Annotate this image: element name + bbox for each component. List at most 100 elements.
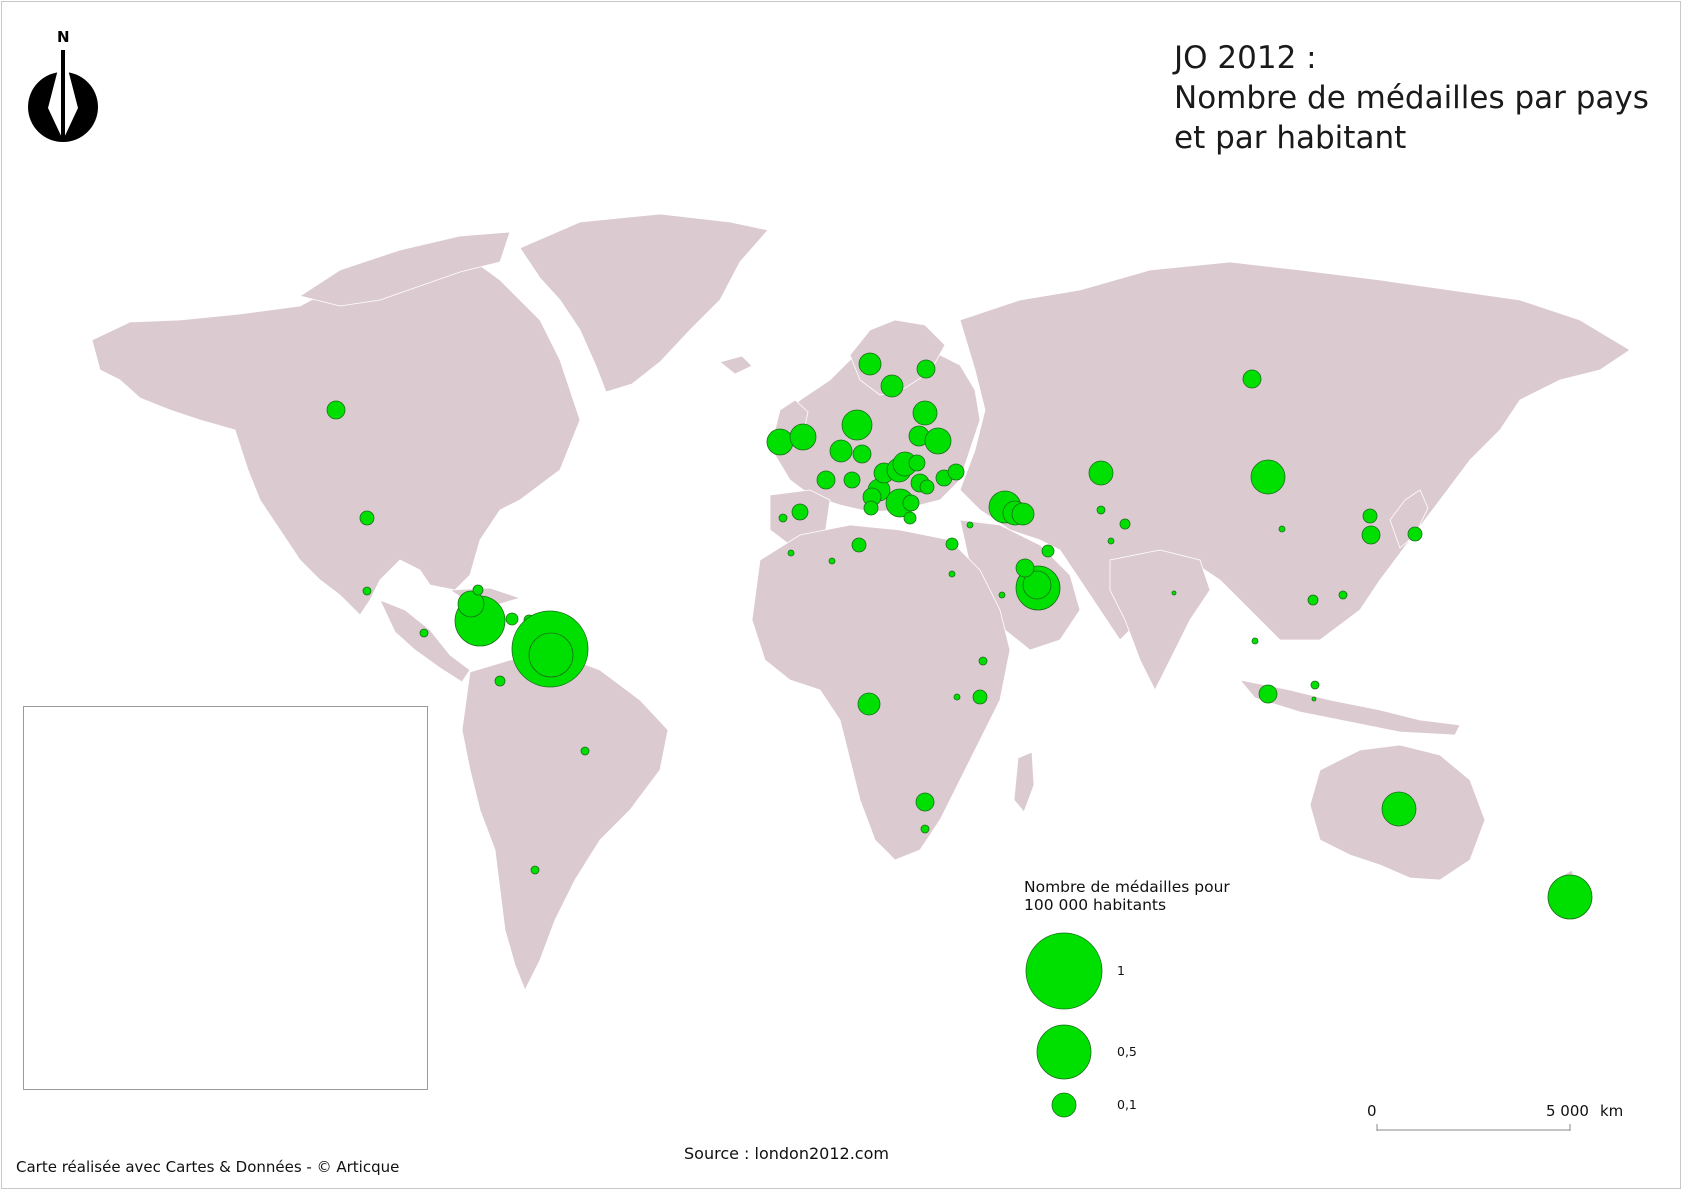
medal-bubble bbox=[924, 427, 952, 455]
medal-bubble bbox=[857, 692, 881, 716]
scale-unit-label: km bbox=[1600, 1102, 1624, 1120]
medal-bubble bbox=[1250, 459, 1286, 495]
medal-bubble bbox=[766, 428, 794, 456]
legend-bubbles bbox=[1025, 932, 1103, 1118]
medal-bubble bbox=[1088, 460, 1114, 486]
medal-bubble bbox=[852, 444, 872, 464]
medal-bubble bbox=[1381, 791, 1417, 827]
credit-note: Carte réalisée avec Cartes & Données - ©… bbox=[16, 1158, 400, 1176]
medal-bubble bbox=[1242, 369, 1262, 389]
legend-label-0-5: 0,5 bbox=[1117, 1044, 1137, 1059]
medal-bubble bbox=[972, 689, 988, 705]
medal-bubble bbox=[816, 470, 836, 490]
medal-bubble bbox=[829, 439, 853, 463]
medal-bubble bbox=[362, 586, 372, 596]
medal-bubble bbox=[789, 423, 817, 451]
map-title: JO 2012 : Nombre de médailles par pays e… bbox=[1174, 38, 1654, 158]
medal-bubble bbox=[1362, 508, 1378, 524]
medal-bubble bbox=[966, 521, 974, 529]
medal-bubble bbox=[359, 510, 375, 526]
north-arrow-icon bbox=[28, 50, 98, 142]
medal-bubble bbox=[528, 632, 574, 678]
medal-bubble bbox=[1310, 680, 1320, 690]
medal-bubble bbox=[912, 400, 938, 426]
medal-bubble bbox=[778, 513, 788, 523]
medal-bubble bbox=[1361, 525, 1381, 545]
legend-bubble-0-1 bbox=[1051, 1092, 1077, 1118]
medal-bubble bbox=[916, 359, 936, 379]
medal-bubble bbox=[1311, 696, 1317, 702]
africa bbox=[751, 524, 1011, 861]
medal-bubble bbox=[1307, 594, 1319, 606]
medal-bubble bbox=[1041, 544, 1055, 558]
legend-label-0-1: 0,1 bbox=[1117, 1097, 1137, 1112]
medal-bubble bbox=[472, 584, 484, 596]
medal-bubble bbox=[1258, 684, 1278, 704]
canadian-arctic bbox=[299, 231, 511, 307]
legend-bubble-1 bbox=[1025, 932, 1103, 1010]
medal-bubble bbox=[945, 537, 959, 551]
medal-bubble bbox=[1015, 558, 1035, 578]
medal-bubbles bbox=[39, 352, 1593, 1003]
madagascar bbox=[1013, 751, 1035, 813]
legend-label-1: 1 bbox=[1117, 963, 1125, 978]
medal-bubble bbox=[858, 352, 882, 376]
medal-bubble bbox=[1407, 526, 1423, 542]
medal-bubble bbox=[1119, 518, 1131, 530]
medal-bubble bbox=[863, 500, 879, 516]
title-line-1: JO 2012 : bbox=[1174, 40, 1317, 76]
medal-bubble bbox=[908, 454, 926, 472]
medal-bubble bbox=[1011, 502, 1035, 526]
medal-bubble bbox=[843, 471, 861, 489]
medal-bubble bbox=[1338, 590, 1348, 600]
indonesia bbox=[1238, 679, 1461, 736]
legend-title-line-1: Nombre de médailles pour bbox=[1024, 878, 1230, 896]
medal-bubble bbox=[948, 570, 956, 578]
medal-bubble bbox=[494, 675, 506, 687]
south-america bbox=[461, 654, 669, 991]
central-america bbox=[379, 599, 471, 683]
medal-bubble bbox=[902, 494, 920, 512]
medal-bubble bbox=[457, 590, 485, 618]
medal-bubble bbox=[1278, 525, 1286, 533]
medal-bubble bbox=[903, 511, 917, 525]
medal-bubble bbox=[978, 656, 988, 666]
medal-bubble bbox=[791, 503, 809, 521]
medal-bubble bbox=[947, 463, 965, 481]
landmasses bbox=[91, 213, 1631, 991]
iceland bbox=[719, 355, 753, 375]
medal-bubble bbox=[915, 792, 935, 812]
medal-bubble bbox=[505, 612, 519, 626]
medal-bubble bbox=[841, 409, 873, 441]
medal-bubble bbox=[953, 693, 961, 701]
medal-bubble bbox=[419, 628, 429, 638]
title-line-3: et par habitant bbox=[1174, 120, 1407, 156]
medal-bubble bbox=[1251, 637, 1259, 645]
medal-bubble bbox=[580, 746, 590, 756]
scale-start-label: 0 bbox=[1367, 1102, 1377, 1120]
source-note: Source : london2012.com bbox=[684, 1144, 889, 1163]
scale-bar bbox=[1376, 1124, 1571, 1131]
medal-bubble bbox=[1107, 537, 1115, 545]
asia bbox=[959, 261, 1631, 641]
medal-bubble bbox=[530, 865, 540, 875]
japan bbox=[1389, 489, 1429, 549]
title-line-2: Nombre de médailles par pays bbox=[1174, 80, 1649, 116]
medal-bubble bbox=[998, 591, 1006, 599]
north-america bbox=[91, 257, 581, 616]
legend-title: Nombre de médailles pour 100 000 habitan… bbox=[1024, 878, 1284, 914]
medal-bubble bbox=[1096, 505, 1106, 515]
europe-inset-frame bbox=[23, 706, 428, 1090]
legend-title-line-2: 100 000 habitants bbox=[1024, 896, 1167, 914]
medal-bubble bbox=[1547, 874, 1593, 920]
medal-bubble bbox=[1171, 590, 1177, 596]
medal-bubble bbox=[326, 400, 346, 420]
legend-bubble-0-5 bbox=[1036, 1024, 1092, 1080]
medal-bubble bbox=[919, 479, 935, 495]
medal-bubble bbox=[828, 557, 836, 565]
medal-bubble bbox=[851, 537, 867, 553]
scale-end-label: 5 000 bbox=[1546, 1102, 1589, 1120]
medal-bubble bbox=[880, 374, 904, 398]
north-label: N bbox=[57, 28, 70, 46]
